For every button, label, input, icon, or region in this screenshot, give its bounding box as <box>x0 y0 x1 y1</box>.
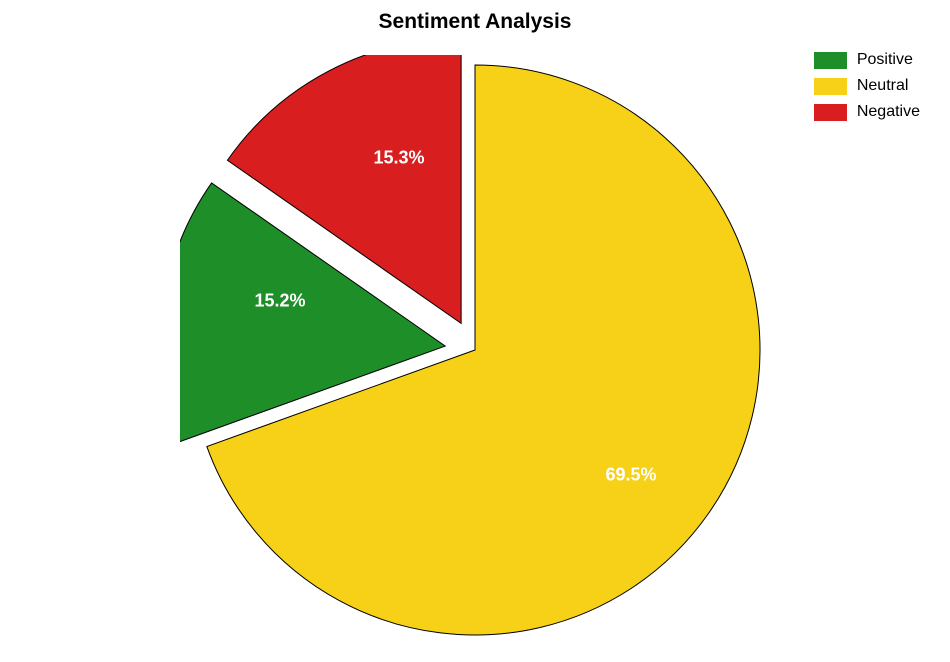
legend-item-positive: Positive <box>814 48 920 72</box>
legend-item-neutral: Neutral <box>814 74 920 98</box>
legend-item-negative: Negative <box>814 100 920 124</box>
pie-canvas <box>180 55 770 645</box>
legend-swatch-neutral <box>814 78 847 95</box>
legend-label-neutral: Neutral <box>857 77 909 95</box>
slice-label-negative: 15.3% <box>373 148 424 169</box>
legend-swatch-positive <box>814 52 847 69</box>
legend-label-negative: Negative <box>857 103 920 121</box>
legend: Positive Neutral Negative <box>814 48 920 126</box>
slice-label-neutral: 69.5% <box>605 465 656 486</box>
chart-title: Sentiment Analysis <box>379 10 572 34</box>
sentiment-pie-chart: Sentiment Analysis Positive Neutral Nega… <box>0 0 950 662</box>
legend-swatch-negative <box>814 104 847 121</box>
legend-label-positive: Positive <box>857 51 913 69</box>
slice-label-positive: 15.2% <box>254 291 305 312</box>
